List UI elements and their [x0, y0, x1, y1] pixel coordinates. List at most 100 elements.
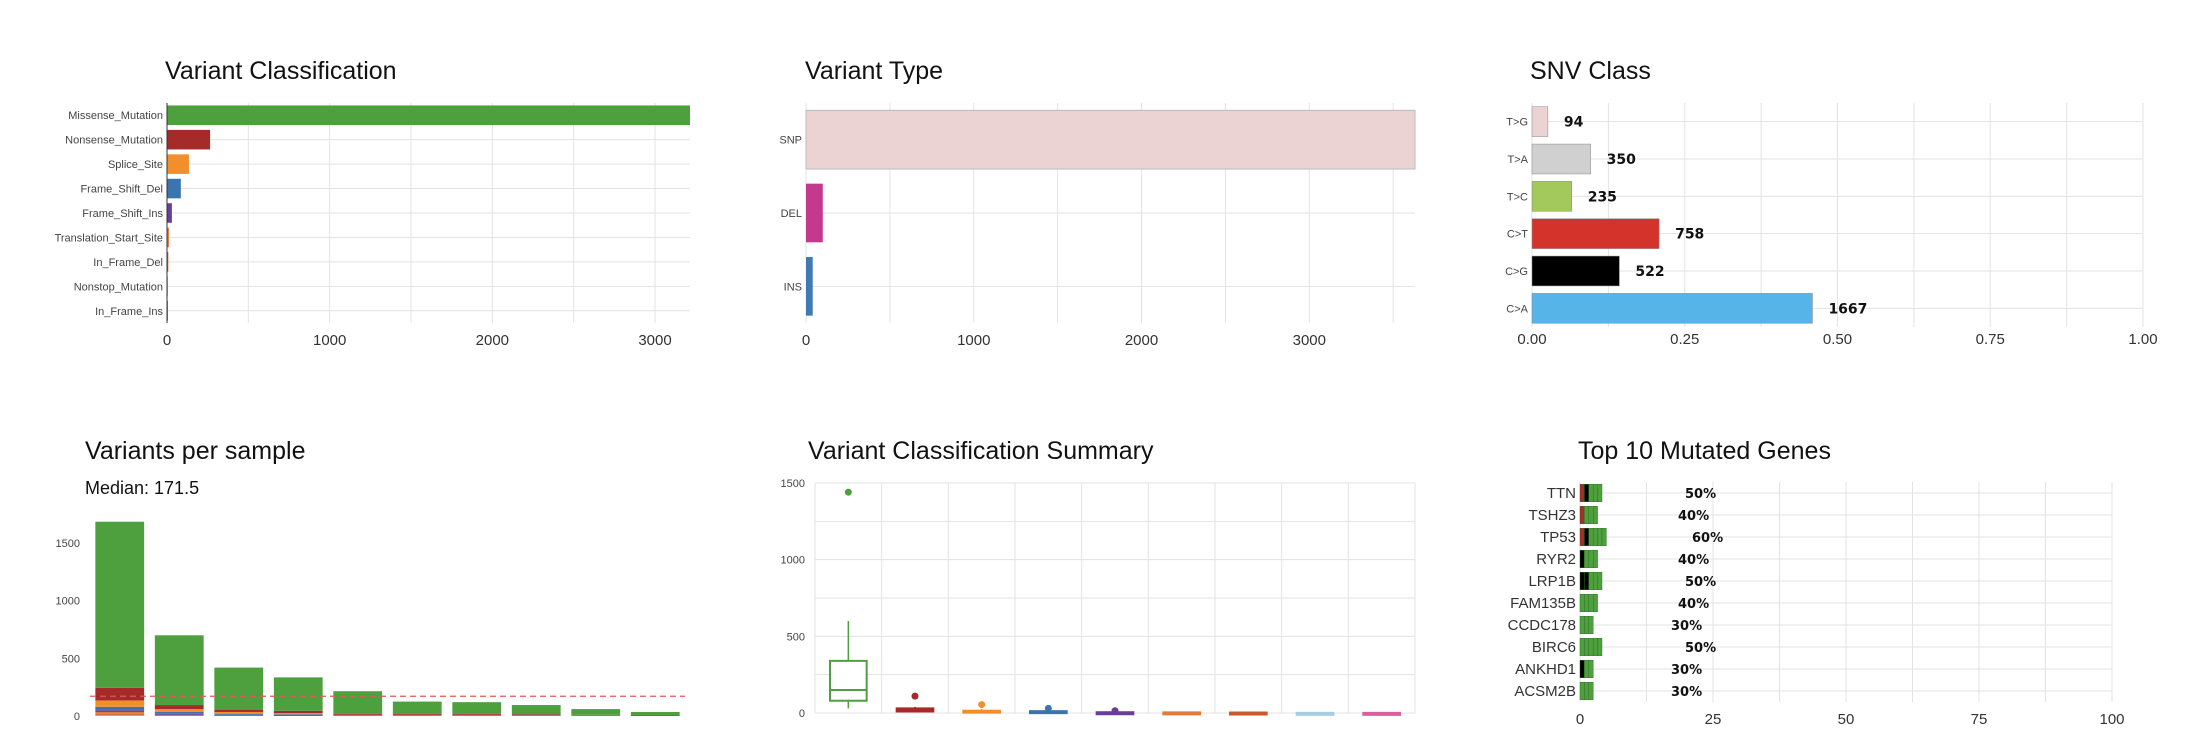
bar-segment-in_frame_del — [95, 713, 145, 715]
gene-label: ANKHD1 — [1515, 661, 1576, 678]
x-tick-label: 1000 — [313, 332, 346, 349]
category-label: Translation_Start_Site — [55, 232, 163, 244]
gene-bar-segment — [1588, 682, 1594, 701]
y-tick-label: 1500 — [56, 538, 80, 550]
gene-label: RYR2 — [1536, 551, 1576, 568]
y-tick-label: 0 — [799, 708, 805, 720]
category-label: T>C — [1507, 191, 1528, 203]
percent-label: 30% — [1671, 619, 1702, 634]
gene-bar-segment — [1588, 572, 1594, 591]
bar-segment-nonsense_mutation — [630, 715, 680, 716]
gene-bar-segment — [1588, 528, 1594, 547]
y-tick-label: 1000 — [56, 596, 80, 608]
percent-label: 30% — [1671, 663, 1702, 678]
gene-bar-segment — [1584, 660, 1590, 679]
bar-snv-4 — [1531, 255, 1620, 287]
bar-frame_shift_del — [167, 178, 181, 199]
bar-segment-splice_site — [392, 714, 442, 716]
outlier-point — [1111, 707, 1119, 715]
gene-label: LRP1B — [1528, 573, 1576, 590]
x-tick-label: 0.75 — [1976, 331, 2005, 348]
x-tick-label: 75 — [1971, 711, 1988, 728]
bar-splice_site — [167, 154, 189, 174]
category-label: INS — [784, 281, 802, 293]
bar-snv-2 — [1531, 181, 1572, 212]
gene-bar-segment — [1592, 528, 1598, 547]
category-label: C>A — [1506, 303, 1528, 315]
gene-bar-segment — [1579, 638, 1585, 657]
panel-title: SNV Class — [1530, 57, 1651, 85]
gene-bar-segment — [1584, 506, 1590, 525]
x-tick-label: 0.25 — [1670, 331, 1699, 348]
bar-segment-missense_mutation — [214, 667, 264, 710]
gene-bar-segment — [1588, 594, 1594, 613]
bar-segment-frame_shift_del — [154, 711, 204, 714]
category-label: In_Frame_Del — [93, 257, 163, 269]
bar-segment-in_frame_del — [154, 715, 204, 716]
x-tick-label: 25 — [1705, 711, 1722, 728]
bar-segment-in_frame_ins — [95, 715, 145, 716]
y-tick-label: 1000 — [781, 555, 805, 567]
category-label: DEL — [781, 208, 802, 220]
panel-variant-classification-summary: Variant Classification Summary 0 500 1000 1… — [781, 437, 1416, 720]
gene-bar-segment — [1592, 484, 1598, 503]
x-tick-label: 3000 — [1293, 332, 1326, 349]
bar-segment-frame_shift_del — [452, 715, 502, 716]
gene-label: FAM135B — [1510, 595, 1576, 612]
data-label: 522 — [1635, 264, 1664, 280]
panel-snv-class: SNV Class T>G 94 T>A 350 T>C 235 C>T 758 C>G 522 C… — [1505, 57, 2158, 348]
bar-segment-nonstop_mutation — [95, 714, 145, 716]
bar-segment-missense_mutation — [154, 635, 204, 706]
gene-bar-segment — [1584, 572, 1590, 591]
bar-segment-nonsense_mutation — [273, 710, 323, 714]
y-tick-label: 500 — [62, 653, 80, 665]
gene-label: TSHZ3 — [1528, 507, 1576, 524]
gene-bar-segment — [1579, 616, 1585, 635]
bar-segment-splice_site — [452, 714, 502, 716]
bar-segment-splice_site — [511, 715, 561, 716]
category-label: Frame_Shift_Ins — [82, 208, 163, 220]
gene-bar-segment — [1584, 616, 1590, 635]
x-tick-label: 0.00 — [1517, 331, 1546, 348]
gene-bar-segment — [1592, 550, 1598, 569]
bar-segment-translation_start_site — [154, 714, 204, 716]
panel-title: Top 10 Mutated Genes — [1578, 437, 1831, 465]
percent-label: 60% — [1692, 531, 1723, 546]
bar-segment-missense_mutation — [333, 691, 383, 714]
bar-segment-nonsense_mutation — [452, 713, 502, 715]
data-label: 758 — [1675, 227, 1704, 243]
bar-segment-splice_site — [571, 715, 621, 716]
gene-bar-segment — [1584, 484, 1590, 503]
gene-bar-segment — [1588, 506, 1594, 525]
x-tick-label: 0 — [802, 332, 810, 349]
category-label: In_Frame_Ins — [95, 306, 163, 318]
gene-bar-segment — [1597, 638, 1603, 657]
gene-bar-segment — [1597, 484, 1603, 503]
box-missense_mutation — [829, 659, 868, 702]
bar-snv-3 — [1531, 218, 1660, 249]
bar-segment-nonsense_mutation — [95, 687, 145, 701]
gene-bar-segment — [1584, 594, 1590, 613]
panel-title: Variant Classification — [165, 57, 397, 85]
bar-segment-splice_site — [273, 713, 323, 715]
bar-segment-nonsense_mutation — [214, 709, 264, 712]
category-label: SNP — [779, 135, 802, 147]
gene-bar-segment — [1592, 506, 1598, 525]
gene-bar-segment — [1579, 594, 1585, 613]
bar-snv-0 — [1531, 106, 1549, 137]
x-tick-label: 0 — [163, 332, 171, 349]
gene-bar-segment — [1584, 682, 1590, 701]
gene-bar-segment — [1597, 572, 1603, 591]
bar-nonsense_mutation — [167, 129, 211, 150]
data-label: 350 — [1607, 152, 1636, 168]
bar-segment-missense_mutation — [273, 677, 323, 711]
y-tick-label: 500 — [787, 631, 805, 643]
bar-segment-frame_shift_del — [273, 714, 323, 716]
bar-snv-1 — [1531, 143, 1591, 175]
category-label: Splice_Site — [108, 159, 163, 171]
gene-bar-segment — [1592, 638, 1598, 657]
gene-label: CCDC178 — [1508, 617, 1576, 634]
bar-ins — [806, 257, 813, 316]
gene-bar-segment — [1579, 550, 1585, 569]
